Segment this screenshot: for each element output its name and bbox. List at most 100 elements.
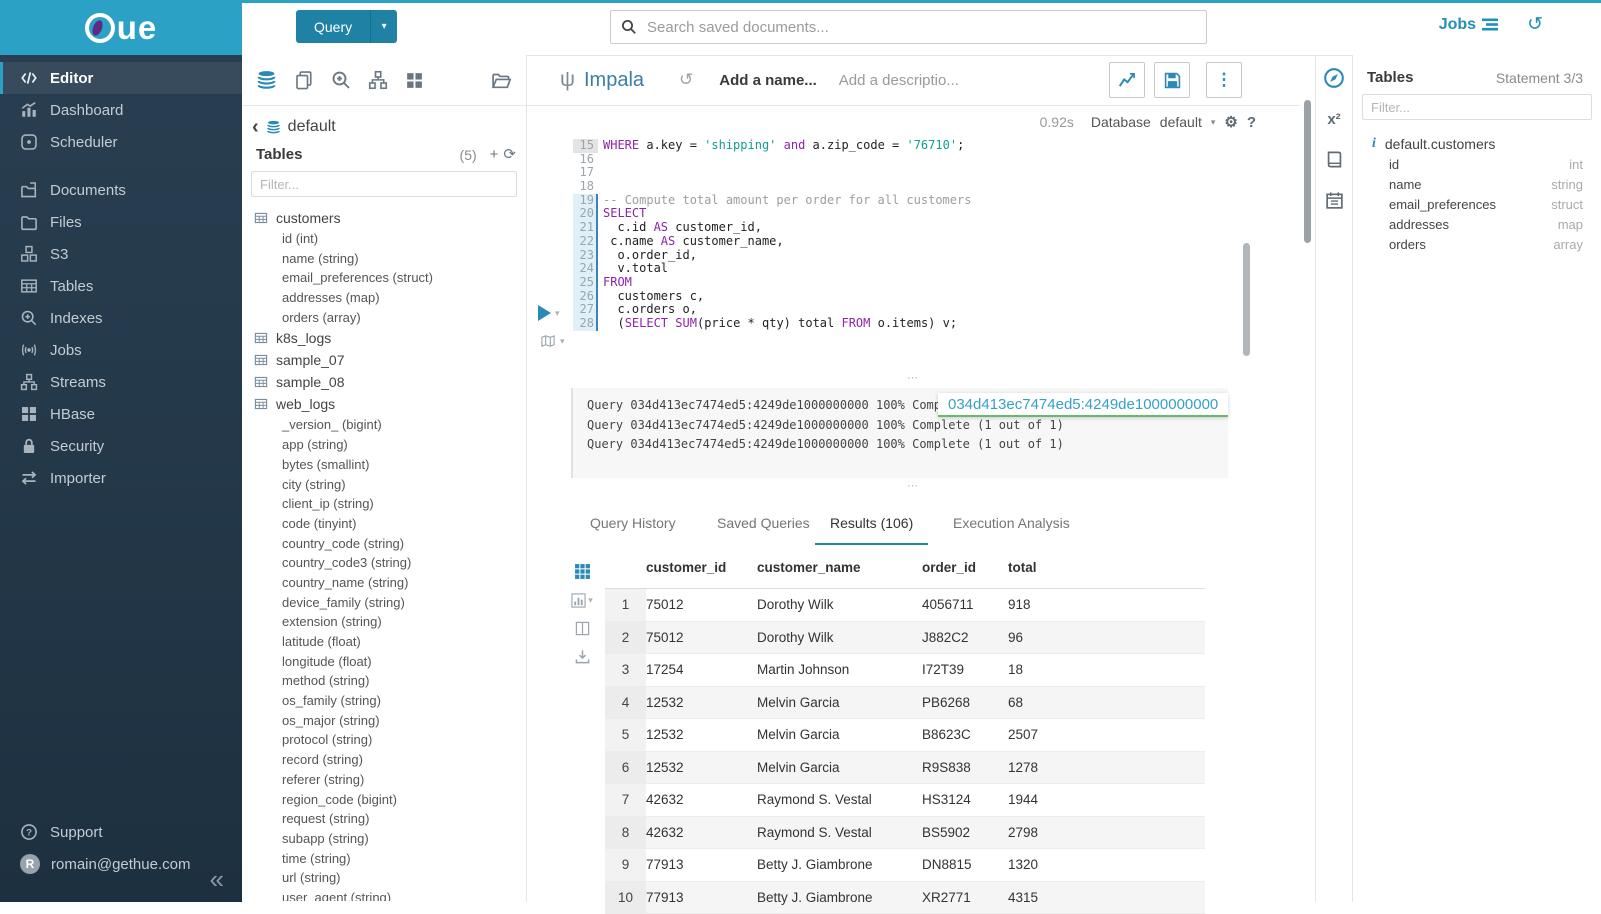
- column-item[interactable]: longitude (float): [254, 652, 526, 672]
- grid-view-icon[interactable]: [574, 563, 591, 580]
- column-header[interactable]: customer_name: [757, 548, 922, 588]
- column-header[interactable]: order_id: [922, 548, 1008, 588]
- chevron-down-icon[interactable]: ▾: [588, 595, 593, 606]
- sitemap-icon[interactable]: [368, 70, 388, 90]
- table-filter-input[interactable]: [251, 171, 517, 197]
- search-bar[interactable]: [610, 10, 1207, 44]
- column-item[interactable]: latitude (float): [254, 632, 526, 652]
- collapse-sidebar-icon[interactable]: «: [210, 866, 224, 892]
- column-item[interactable]: os_family (string): [254, 691, 526, 711]
- kebab-menu-icon[interactable]: ⋮: [1206, 62, 1242, 98]
- editor-assistant-icon[interactable]: [1323, 67, 1345, 89]
- explain-map-button[interactable]: ▾: [540, 334, 565, 349]
- copy-documents-icon[interactable]: [294, 70, 314, 90]
- table-item[interactable]: customers: [254, 207, 526, 229]
- apps-grid-icon[interactable]: [405, 71, 424, 90]
- sidebar-item-support[interactable]: ? Support: [0, 816, 242, 848]
- query-description-field[interactable]: Add a descriptio...: [839, 72, 959, 89]
- database-stack-icon[interactable]: [256, 70, 277, 91]
- column-item[interactable]: orders (array): [254, 308, 526, 328]
- resize-handle[interactable]: ⋯: [527, 375, 1300, 383]
- sql-code-editor[interactable]: 15 WHERE a.key = 'shipping' and a.zip_co…: [573, 139, 1253, 331]
- right-filter-input[interactable]: [1362, 94, 1592, 120]
- column-item[interactable]: request (string): [254, 809, 526, 829]
- column-item[interactable]: client_ip (string): [254, 494, 526, 514]
- column-header[interactable]: total: [1008, 548, 1205, 588]
- sidebar-item[interactable]: HBase: [0, 398, 242, 430]
- query-name-field[interactable]: Add a name...: [719, 72, 817, 89]
- new-query-button[interactable]: Query ▾: [296, 10, 397, 43]
- jobs-link[interactable]: Jobs: [1439, 16, 1499, 34]
- chevron-down-icon[interactable]: ▾: [370, 10, 397, 43]
- sidebar-item[interactable]: Scheduler: [0, 126, 242, 158]
- sidebar-item-user[interactable]: R romain@gethue.com: [0, 848, 242, 880]
- chart-view-icon[interactable]: ▾: [571, 593, 593, 608]
- column-item[interactable]: url (string): [254, 868, 526, 888]
- chart-button[interactable]: [1109, 62, 1145, 98]
- column-item[interactable]: bytes (smallint): [254, 455, 526, 475]
- sidebar-item[interactable]: Documents: [0, 174, 242, 206]
- functions-icon[interactable]: x²: [1327, 111, 1340, 128]
- column-header[interactable]: customer_id: [646, 548, 757, 588]
- chevron-down-icon[interactable]: ▾: [555, 308, 560, 319]
- schema-column-row[interactable]: orders array: [1353, 235, 1601, 255]
- info-icon[interactable]: i: [1372, 136, 1376, 152]
- column-item[interactable]: referer (string): [254, 770, 526, 790]
- column-item[interactable]: subapp (string): [254, 829, 526, 849]
- table-item[interactable]: web_logs: [254, 393, 526, 415]
- execute-query-button[interactable]: ▾: [538, 305, 560, 321]
- active-table-item[interactable]: i default.customers: [1353, 126, 1601, 154]
- scheduler-calendar-icon[interactable]: [1325, 191, 1344, 210]
- column-item[interactable]: user_agent (string): [254, 888, 526, 901]
- schema-column-row[interactable]: addresses map: [1353, 215, 1601, 235]
- language-reference-icon[interactable]: [1325, 150, 1344, 169]
- add-table-icon[interactable]: +: [490, 147, 499, 162]
- hue-logo[interactable]: ue: [0, 0, 242, 55]
- sidebar-item[interactable]: Jobs: [0, 334, 242, 366]
- query-history-icon[interactable]: ↺: [1527, 15, 1543, 34]
- column-item[interactable]: country_name (string): [254, 573, 526, 593]
- sidebar-item[interactable]: Streams: [0, 366, 242, 398]
- column-item[interactable]: record (string): [254, 750, 526, 770]
- column-item[interactable]: _version_ (bigint): [254, 415, 526, 435]
- column-item[interactable]: code (tinyint): [254, 514, 526, 534]
- sidebar-item[interactable]: Editor: [0, 62, 242, 94]
- column-item[interactable]: method (string): [254, 671, 526, 691]
- engine-name[interactable]: Impala: [584, 69, 644, 92]
- chevron-down-icon[interactable]: ▾: [560, 336, 565, 347]
- column-item[interactable]: app (string): [254, 435, 526, 455]
- schema-column-row[interactable]: name string: [1353, 174, 1601, 194]
- table-item[interactable]: sample_07: [254, 349, 526, 371]
- sidebar-item[interactable]: Tables: [0, 270, 242, 302]
- folder-open-icon[interactable]: [491, 70, 512, 91]
- database-selector[interactable]: default: [1160, 114, 1202, 130]
- query-history-toggle-icon[interactable]: ↺: [679, 70, 693, 90]
- schema-column-row[interactable]: id int: [1353, 154, 1601, 174]
- back-chevron-icon[interactable]: ‹: [252, 119, 259, 135]
- column-item[interactable]: city (string): [254, 475, 526, 495]
- settings-gear-icon[interactable]: ⚙: [1224, 113, 1237, 131]
- table-item[interactable]: sample_08: [254, 371, 526, 393]
- column-item[interactable]: device_family (string): [254, 593, 526, 613]
- column-item[interactable]: region_code (bigint): [254, 790, 526, 810]
- table-item[interactable]: k8s_logs: [254, 327, 526, 349]
- tab-execution-analysis[interactable]: Execution Analysis: [953, 515, 1070, 545]
- column-item[interactable]: name (string): [254, 249, 526, 269]
- zoom-in-icon[interactable]: [331, 70, 351, 90]
- resize-handle[interactable]: ⋯: [527, 483, 1300, 491]
- sidebar-item[interactable]: Indexes: [0, 302, 242, 334]
- column-item[interactable]: email_preferences (struct): [254, 268, 526, 288]
- tab-query-history[interactable]: Query History: [590, 515, 676, 545]
- refresh-icon[interactable]: ⟳: [503, 147, 516, 162]
- database-name[interactable]: default: [288, 118, 336, 136]
- save-button[interactable]: [1154, 62, 1190, 98]
- column-item[interactable]: country_code3 (string): [254, 553, 526, 573]
- help-icon[interactable]: ?: [1247, 114, 1256, 131]
- schema-column-row[interactable]: email_preferences struct: [1353, 194, 1601, 214]
- editor-scrollbar[interactable]: [1243, 243, 1250, 356]
- page-scrollbar[interactable]: [1304, 100, 1311, 243]
- download-icon[interactable]: [575, 649, 590, 664]
- sidebar-item[interactable]: Dashboard: [0, 94, 242, 126]
- column-item[interactable]: addresses (map): [254, 288, 526, 308]
- columns-view-icon[interactable]: [575, 621, 590, 636]
